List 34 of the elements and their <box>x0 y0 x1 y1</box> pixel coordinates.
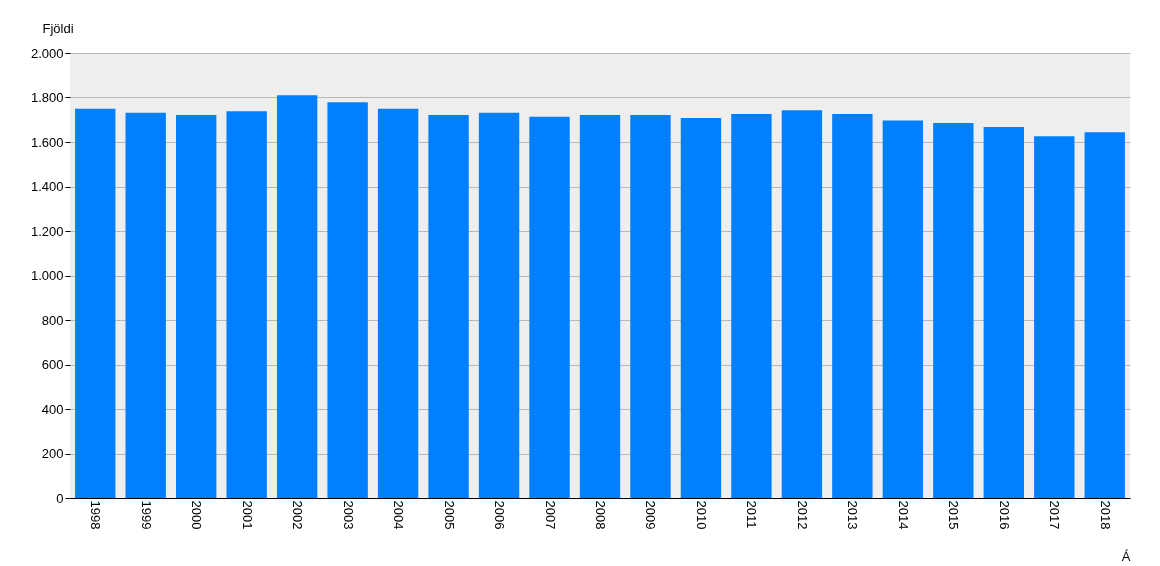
y-tick-label: 800 <box>41 312 64 328</box>
x-tick-label: 2017 <box>1047 500 1063 530</box>
x-tick-label: 2011 <box>744 500 760 529</box>
x-tick-label: 2009 <box>643 500 659 530</box>
x-tick-label: 2010 <box>693 500 709 530</box>
y-tick-label: 200 <box>41 446 64 461</box>
x-tick-label: 2012 <box>794 500 810 530</box>
y-tick-label: 0 <box>56 490 64 506</box>
x-tick-label: 2001 <box>239 500 255 530</box>
y-tick-label: 400 <box>41 401 64 417</box>
x-tick-label: 2013 <box>845 500 861 530</box>
x-tick-label: 2014 <box>895 500 911 530</box>
x-axis-title: Á <box>1121 548 1131 564</box>
y-tick-label: 1.600 <box>30 134 64 150</box>
x-tick-label: 2006 <box>492 500 508 530</box>
x-tick-label: 2015 <box>946 500 962 530</box>
x-tick-label: 1999 <box>138 500 154 530</box>
x-tick-label: 1998 <box>88 500 104 530</box>
y-tick-label: 600 <box>41 357 64 372</box>
y-axis-title: Fjöldi <box>42 20 74 36</box>
x-tick-label: 2002 <box>290 500 306 530</box>
x-tick-label: 2007 <box>542 500 558 530</box>
y-tick-label: 1.400 <box>30 179 64 194</box>
y-tick-label: 1.800 <box>30 90 64 105</box>
y-tick-label: 1.000 <box>30 268 64 283</box>
x-tick-label: 2016 <box>996 500 1012 530</box>
y-tick-label: 1.200 <box>30 223 64 239</box>
x-tick-label: 2000 <box>189 500 205 530</box>
x-tick-label: 2005 <box>441 500 457 530</box>
x-tick-label: 2008 <box>593 500 608 530</box>
x-tick-label: 2018 <box>1097 500 1113 530</box>
x-tick-label: 2004 <box>391 500 407 530</box>
x-tick-label: 2003 <box>340 500 356 530</box>
y-tick-label: 2.000 <box>30 45 64 61</box>
